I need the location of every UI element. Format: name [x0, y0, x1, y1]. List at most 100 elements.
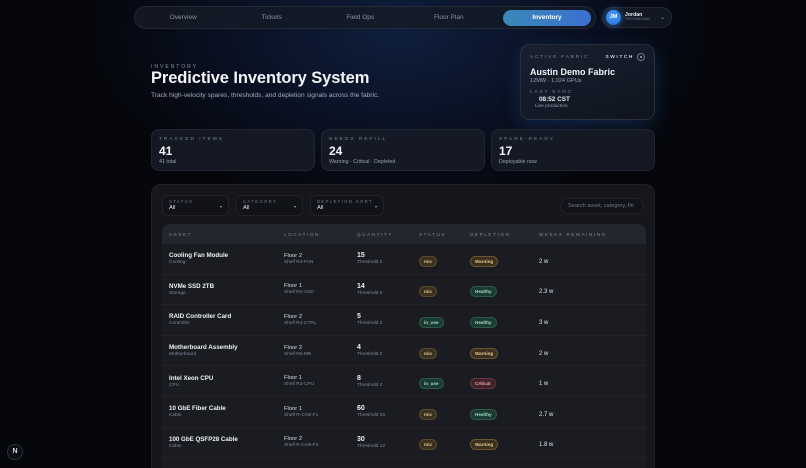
- quantity-value: 30: [357, 435, 365, 443]
- location-floor: Floor 2: [284, 436, 303, 443]
- switch-label: SWITCH: [605, 54, 634, 60]
- stat-sub: Warning · Critical · Depleted: [329, 159, 396, 165]
- user-role: TECHNICIAN: [625, 17, 650, 22]
- asset-category: Controller: [169, 321, 190, 327]
- switch-icon: [637, 53, 645, 61]
- status-filter[interactable]: STATUS All ▾: [162, 195, 229, 216]
- location-shelf: Shelf R-CAB-F1: [284, 412, 319, 418]
- user-menu[interactable]: JM Jordan TECHNICIAN ⌄: [602, 7, 672, 28]
- quantity-value: 14: [357, 282, 365, 290]
- filter-label: STATUS: [169, 199, 194, 204]
- caret-down-icon: ▾: [219, 204, 222, 209]
- asset-category: Motherboard: [169, 352, 197, 358]
- stat-card-needs-refill: NEEDS REFILL 24 Warning · Critical · Dep…: [321, 129, 485, 171]
- nav-tab-field-ops[interactable]: Field Ops: [346, 13, 375, 21]
- inventory-table: ASSET LOCATION QUANTITY STATUS DEPLETION…: [162, 224, 646, 468]
- caret-down-icon: ▾: [293, 204, 296, 209]
- search-input[interactable]: [560, 198, 644, 214]
- table-row[interactable]: 100 GbE QSFP28 Cable Cable Floor 2 Shelf R…: [162, 428, 646, 459]
- depletion-badge: Healthy: [470, 286, 497, 298]
- fabric-name: Austin Demo Fabric: [530, 67, 616, 77]
- nav-tab-inventory[interactable]: Inventory: [503, 9, 591, 26]
- stat-card-spare-ready: SPARE-READY 17 Deployable now: [491, 129, 655, 171]
- last-sync-time: 08:52 CST: [539, 96, 570, 103]
- quantity-threshold: Threshold 4: [357, 382, 383, 388]
- location-shelf: Shelf R2-CPU: [284, 382, 315, 388]
- stat-label: NEEDS REFILL: [329, 137, 388, 142]
- stat-value: 17: [499, 144, 513, 158]
- location-shelf: Shelf R4-FAN: [284, 259, 314, 265]
- category-filter[interactable]: CATEGORY All ▾: [236, 195, 303, 216]
- filter-value: All: [169, 205, 176, 211]
- location-floor: Floor 2: [284, 313, 303, 320]
- page-eyebrow: INVENTORY: [151, 64, 198, 70]
- col-header-asset[interactable]: ASSET: [169, 231, 193, 237]
- user-meta: Jordan TECHNICIAN: [625, 11, 650, 23]
- quantity-threshold: Threshold 2: [357, 352, 383, 358]
- depletion-sort-filter[interactable]: DEPLETION SORT All ▾: [310, 195, 384, 216]
- weeks-remaining: 2.3 w: [539, 289, 554, 296]
- nav-tab-floor-plan[interactable]: Floor Plan: [433, 13, 464, 21]
- col-header-weeks-remaining[interactable]: WEEKS REMAINING: [539, 231, 607, 237]
- n-logo-badge[interactable]: N: [7, 444, 23, 460]
- depletion-badge: Warning: [470, 347, 499, 359]
- table-row[interactable]: RAID Controller Card Controller Floor 2 Sh…: [162, 305, 646, 336]
- last-sync-label: LAST SYNC: [530, 90, 573, 95]
- table-row[interactable]: Cooling Fan Module Cooling Floor 2 Shelf R…: [162, 244, 646, 275]
- weeks-remaining: 2 w: [539, 350, 549, 357]
- status-badge: mix: [419, 286, 437, 298]
- asset-name: RAID Controller Card: [169, 313, 232, 321]
- weeks-remaining: 1.8 w: [539, 442, 554, 449]
- weeks-remaining: 3 w: [539, 319, 549, 326]
- table-header: ASSET LOCATION QUANTITY STATUS DEPLETION…: [162, 224, 646, 244]
- table-row[interactable]: NVMe SSD 2TB Storage Floor 1 Shelf R2-SSD …: [162, 275, 646, 306]
- page-title: Predictive Inventory System: [151, 69, 370, 87]
- page-subtitle: Track high-velocity spares, thresholds, …: [151, 92, 380, 99]
- weeks-remaining: 1 w: [539, 381, 549, 388]
- quantity-threshold: Threshold 12: [357, 443, 385, 449]
- nav-tab-overview[interactable]: Overview: [169, 13, 197, 21]
- status-badge: mix: [419, 347, 437, 359]
- switch-fabric-button[interactable]: SWITCH: [605, 53, 645, 61]
- location-shelf: Shelf R-CAB-F2: [284, 443, 319, 449]
- fabric-spec: 12MW · 1,024 GPUs: [530, 78, 582, 84]
- asset-name: Cooling Fan Module: [169, 252, 229, 260]
- col-header-status[interactable]: STATUS: [419, 231, 447, 237]
- active-fabric-card: ACTIVE FABRIC SWITCH Austin Demo Fabric …: [520, 44, 655, 120]
- table-row[interactable]: 10 GbE Fiber Cable Cable Floor 1 Shelf R-C…: [162, 397, 646, 428]
- location-shelf: Shelf R5-MB: [284, 351, 312, 357]
- col-header-depletion[interactable]: DEPLETION: [470, 231, 511, 237]
- chevron-down-icon[interactable]: ⌄: [659, 15, 665, 21]
- quantity-value: 8: [357, 374, 361, 382]
- nav-tab-tickets[interactable]: Tickets: [261, 13, 282, 21]
- location-floor: Floor 2: [284, 252, 303, 259]
- col-header-quantity[interactable]: QUANTITY: [357, 231, 394, 237]
- avatar: JM: [606, 10, 621, 25]
- user-name: Jordan: [625, 11, 643, 18]
- depletion-badge: Healthy: [470, 408, 497, 420]
- quantity-value: 15: [357, 252, 365, 260]
- stat-sub: 41 total: [159, 159, 177, 165]
- status-badge: mix: [419, 439, 437, 451]
- location-floor: Floor 1: [284, 375, 303, 382]
- filter-value: All: [317, 205, 324, 211]
- stat-card-tracked-items: TRACKED ITEMS 41 41 total: [151, 129, 315, 171]
- filter-label: DEPLETION SORT: [317, 199, 374, 204]
- depletion-badge: Warning: [470, 439, 499, 451]
- filter-label: CATEGORY: [243, 199, 278, 204]
- status-badge: in_use: [419, 316, 444, 328]
- depletion-badge: Critical: [470, 378, 496, 390]
- asset-category: CPU: [169, 382, 180, 388]
- asset-category: Cable: [169, 443, 182, 449]
- stat-sub: Deployable now: [499, 159, 537, 165]
- asset-name: Motherboard Assembly: [169, 344, 238, 352]
- active-fabric-label: ACTIVE FABRIC: [530, 54, 590, 60]
- location-shelf: Shelf R4-CTRL: [284, 320, 317, 326]
- status-badge: mix: [419, 408, 437, 420]
- asset-name: 100 GbE QSFP28 Cable: [169, 435, 238, 443]
- location-floor: Floor 1: [284, 283, 303, 290]
- col-header-location[interactable]: LOCATION: [284, 231, 320, 237]
- asset-name: NVMe SSD 2TB: [169, 282, 215, 290]
